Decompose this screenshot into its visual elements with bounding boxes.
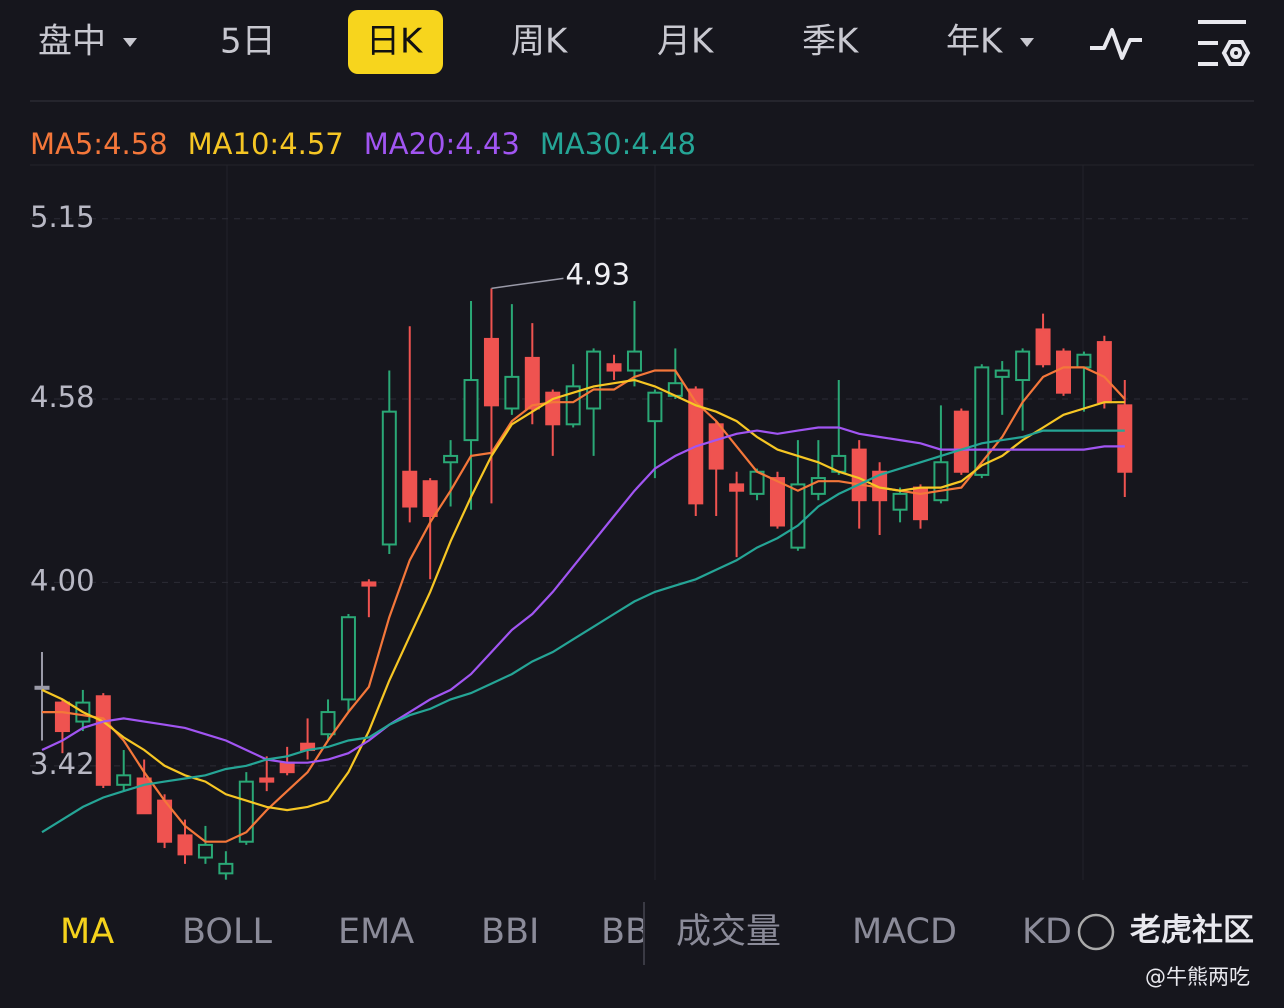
candle-body (1117, 404, 1133, 473)
candle-body (953, 410, 969, 473)
active-tab-highlight (348, 10, 443, 74)
candle-body (238, 780, 254, 843)
indicator-tab[interactable]: KD (1022, 912, 1072, 952)
ma-line (41, 426, 1125, 764)
candle-body (974, 366, 990, 476)
watermark: 老虎社区 (1130, 913, 1254, 949)
credit: @牛熊两吃 (1145, 965, 1250, 989)
candle-body (790, 483, 806, 549)
candle-body (1096, 341, 1112, 404)
candle-body (54, 701, 70, 733)
candle-body (422, 480, 438, 518)
legend: MA5:4.58 MA10:4.57 MA20:4.43 MA30:4.48 (30, 127, 696, 161)
candle-body (851, 448, 867, 502)
candle-body (933, 461, 949, 502)
candle-body (259, 777, 275, 783)
candle-body (524, 356, 540, 410)
max-label: 4.93 (565, 257, 630, 291)
candle-body (1035, 328, 1051, 366)
y-tick-label: 5.15 (30, 200, 95, 234)
candle-body (586, 350, 602, 410)
annotation-leader (491, 277, 564, 290)
tab-mask (644, 895, 1284, 975)
candle-body (34, 685, 50, 690)
watermark-logo (1077, 913, 1115, 951)
vertical-dividers (226, 165, 1084, 880)
indicator-tab[interactable]: BOLL (182, 912, 272, 952)
tab[interactable]: 周K (511, 22, 569, 62)
candle-body (565, 385, 581, 426)
candle-body (95, 695, 111, 786)
candle-body (483, 337, 499, 407)
candle-body (1015, 350, 1031, 382)
candle-body (463, 379, 479, 442)
plot-area: 3.42 4.00 4.58 5.15 4.93 (30, 200, 1254, 880)
legend-entry: MA10:4.57 (188, 127, 344, 161)
candle-body (647, 391, 663, 423)
dropdown-icon[interactable] (123, 38, 137, 47)
indicator-icon[interactable] (1090, 28, 1142, 60)
tab[interactable]: 月K (657, 22, 715, 62)
ma-line (41, 378, 1125, 812)
tab-active[interactable]: 日K (366, 22, 424, 62)
candle-body (729, 483, 745, 492)
tab[interactable]: 盘中 (38, 22, 106, 62)
y-tick-label: 4.00 (30, 563, 95, 597)
settings-icon[interactable] (1198, 20, 1251, 66)
candle-body (361, 581, 377, 587)
ma-line (41, 429, 1125, 834)
tab[interactable]: 季K (802, 22, 860, 62)
candle-body (381, 410, 397, 546)
legend-entry: MA30:4.48 (540, 127, 696, 161)
candle-body (1076, 353, 1092, 369)
tab[interactable]: 年K (946, 22, 1004, 62)
ma-line (42, 366, 1126, 843)
candle-body (197, 843, 213, 859)
candle-body (279, 761, 295, 774)
candle-body (116, 774, 132, 786)
candle-body (892, 492, 908, 511)
indicator-tab[interactable]: EMA (338, 912, 414, 952)
y-tick-label: 3.42 (30, 747, 95, 781)
candle-body (177, 834, 193, 856)
candle-body (749, 470, 765, 495)
dropdown-icon[interactable] (1020, 38, 1034, 47)
candle-body (994, 369, 1010, 378)
candle-body (402, 470, 418, 508)
candle-body (708, 423, 724, 470)
candle-body (320, 711, 336, 736)
indicator-tab[interactable]: BBI (481, 912, 539, 952)
indicator-tab[interactable]: MACD (852, 912, 957, 952)
candle-body (340, 616, 356, 701)
candle-body (606, 363, 622, 372)
candle-body (504, 375, 520, 410)
legend-entry: MA20:4.43 (364, 127, 520, 161)
indicator-tab[interactable]: BB (601, 912, 649, 952)
candle-body (1056, 350, 1071, 394)
tab[interactable]: 5日 (220, 22, 276, 62)
candle-body (136, 777, 152, 815)
candle-body (626, 350, 642, 372)
legend-entry: MA5:4.58 (30, 127, 168, 161)
candle-body (218, 862, 234, 875)
candle-body (769, 477, 785, 527)
candle-body (443, 454, 459, 464)
indicator-tab[interactable]: 成交量 (676, 912, 781, 952)
y-tick-label: 4.58 (30, 380, 95, 414)
indicator-tab-active[interactable]: MA (60, 912, 114, 952)
